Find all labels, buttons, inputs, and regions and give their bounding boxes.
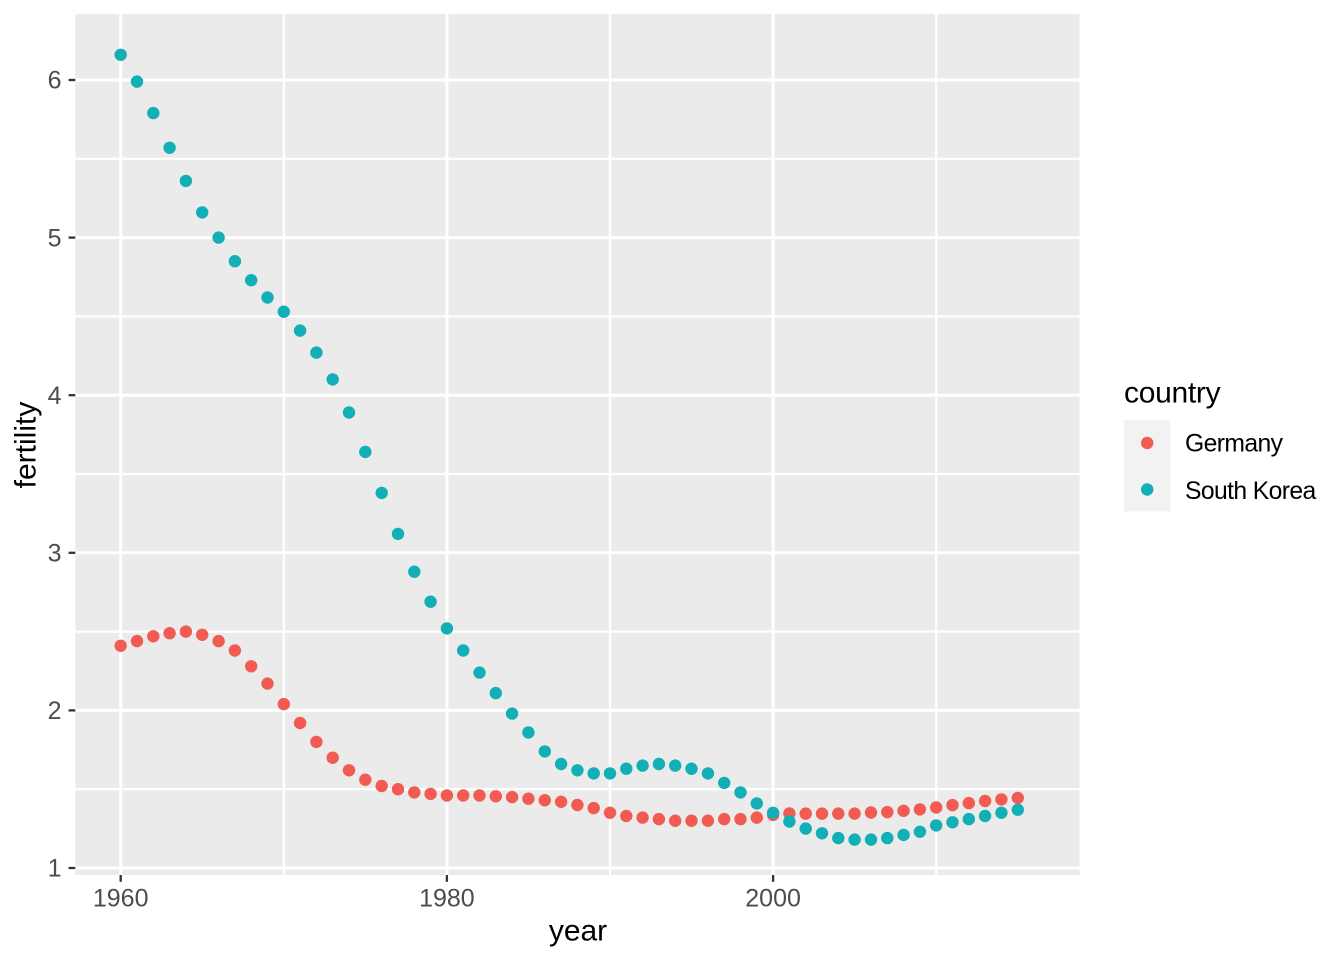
svg-text:South Korea: South Korea bbox=[1185, 478, 1317, 505]
svg-text:2000: 2000 bbox=[745, 885, 801, 913]
svg-text:Germany: Germany bbox=[1185, 431, 1284, 458]
svg-text:5: 5 bbox=[48, 224, 62, 252]
svg-text:6: 6 bbox=[48, 67, 62, 95]
svg-text:1980: 1980 bbox=[419, 885, 475, 913]
svg-text:2: 2 bbox=[48, 697, 62, 725]
svg-text:year: year bbox=[549, 914, 607, 947]
svg-text:1: 1 bbox=[48, 855, 62, 883]
svg-text:country: country bbox=[1124, 377, 1221, 410]
svg-text:1960: 1960 bbox=[93, 885, 149, 913]
svg-text:fertility: fertility bbox=[10, 402, 43, 489]
svg-text:4: 4 bbox=[48, 382, 62, 410]
svg-text:3: 3 bbox=[48, 540, 62, 568]
